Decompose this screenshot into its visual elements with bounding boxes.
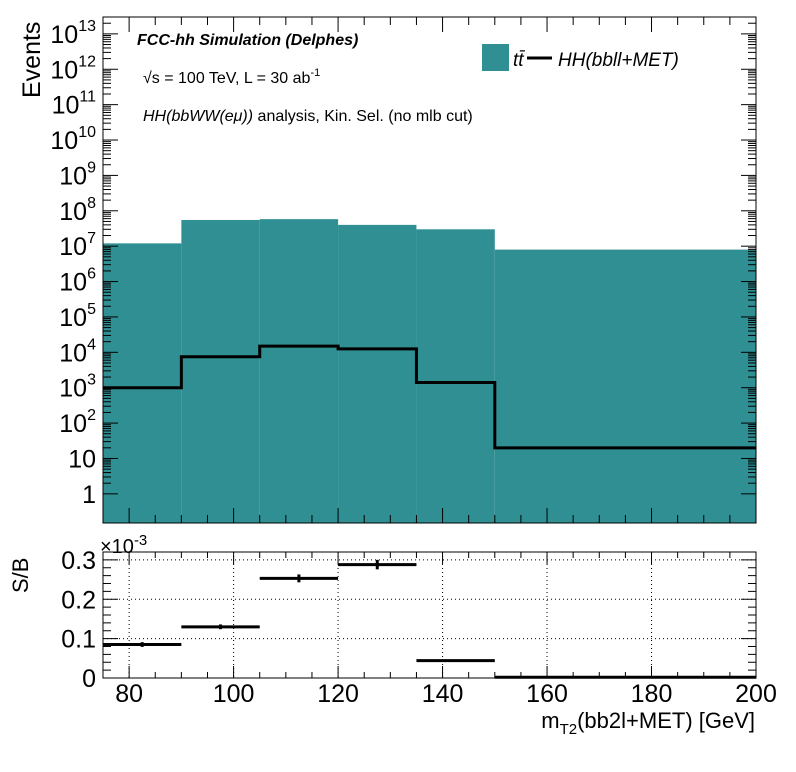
y-tick-base: 10: [59, 304, 87, 332]
background-bar: [494, 249, 756, 523]
y-tick-label: 10: [68, 445, 96, 473]
y-tick-label: 105: [59, 301, 96, 332]
y-tick-base: 10: [59, 198, 87, 226]
background-histogram: [103, 219, 756, 523]
x-axis-label-main: m: [541, 708, 559, 733]
x-axis-label-rest: (bb2l+MET) [GeV]: [577, 708, 755, 733]
energy-lumi-exponent: -1: [310, 67, 320, 79]
y-tick-base: 10: [50, 127, 78, 155]
y-tick-label: 106: [59, 266, 96, 297]
lower-y-tick-label: 0: [82, 665, 96, 693]
x-tick-label: 120: [317, 680, 359, 708]
y-tick-exponent: 4: [87, 336, 96, 353]
upper-plot-frame: [102, 16, 757, 524]
multiplier-exponent: -3: [134, 532, 147, 549]
y-tick-exponent: 7: [87, 230, 96, 247]
y-tick-label: 1: [82, 481, 96, 509]
y-tick-label: 1013: [50, 18, 96, 49]
lower-y-tick-label: 0.3: [61, 547, 96, 575]
x-tick-label: 140: [422, 680, 464, 708]
y-tick-base: 10: [59, 233, 87, 261]
y-tick-base: 10: [50, 21, 78, 49]
y-tick-label: 107: [59, 230, 96, 261]
y-tick-exponent: 3: [87, 372, 96, 389]
y-tick-base: 1: [82, 481, 96, 509]
x-tick-label: 200: [735, 680, 777, 708]
y-tick-base: 10: [59, 410, 87, 438]
x-tick-label: 160: [526, 680, 568, 708]
x-axis-label: mT2(bb2l+MET) [GeV]: [541, 708, 755, 738]
lower-panel: 0 0.1 0.2 0.3 80 100 120 140 160 180 200 S/B ×10-…: [8, 532, 777, 738]
y-tick-base: 10: [68, 445, 96, 473]
upper-y-axis-ticks: 1101021031041051061071081091010101110121…: [50, 16, 756, 509]
x-tick-label: 80: [115, 680, 143, 708]
y-tick-exponent: 8: [87, 195, 96, 212]
background-bar: [259, 219, 339, 523]
y-tick-label: 104: [59, 336, 96, 367]
y-tick-label: 1011: [52, 89, 97, 120]
y-tick-base: 10: [59, 339, 87, 367]
y-tick-exponent: 11: [79, 89, 96, 106]
lower-y-axis-label: S/B: [8, 558, 33, 593]
background-bar: [103, 243, 182, 523]
background-bar: [181, 219, 260, 523]
upper-panel: 1101021031041051061071081091010101110121…: [18, 16, 757, 524]
lower-y-tick-label: 0.2: [61, 586, 96, 614]
energy-lumi-text: √s = 100 TeV, L = 30 ab: [143, 70, 311, 87]
y-tick-base: 10: [59, 375, 87, 403]
legend-ttbar-label: tt̄: [513, 50, 525, 71]
upper-x-axis-ticks: [102, 17, 757, 523]
upper-y-axis-label: Events: [18, 22, 46, 98]
lower-y-tick-label: 0.1: [61, 626, 96, 654]
y-tick-base: 10: [52, 92, 80, 120]
lower-plot-frame: [102, 551, 757, 679]
lower-y-multiplier: ×10-3: [100, 532, 147, 558]
y-tick-label: 103: [59, 372, 96, 403]
y-tick-label: 1012: [50, 53, 96, 84]
y-tick-exponent: 6: [87, 266, 96, 283]
y-tick-label: 1010: [50, 124, 96, 155]
lower-y-axis-ticks: 0 0.1 0.2 0.3: [61, 547, 756, 693]
y-tick-base: 10: [59, 269, 87, 297]
y-tick-exponent: 2: [87, 407, 96, 424]
lower-x-axis-ticks: 80 100 120 140 160 180 200: [102, 552, 777, 708]
y-tick-label: 109: [59, 159, 96, 190]
y-tick-base: 10: [50, 56, 78, 84]
y-tick-base: 10: [59, 162, 87, 190]
ratio-points: [103, 559, 756, 679]
analysis-label-italic: HH(bbWW(eμ)): [143, 108, 253, 125]
y-tick-exponent: 5: [87, 301, 96, 318]
lower-grid: [103, 552, 756, 678]
legend: tt̄ HH(bbll+MET): [482, 44, 679, 71]
x-axis-label-sub: T2: [560, 721, 578, 738]
energy-lumi-label: √s = 100 TeV, L = 30 ab-1: [143, 67, 320, 87]
analysis-label: HH(bbWW(eμ)) analysis, Kin. Sel. (no mlb…: [143, 108, 473, 125]
y-tick-label: 102: [59, 407, 96, 438]
experiment-label: FCC-hh Simulation (Delphes): [137, 32, 358, 49]
legend-signal-label: HH(bbll+MET): [558, 50, 679, 71]
y-tick-exponent: 9: [87, 159, 96, 176]
analysis-label-rest: analysis, Kin. Sel. (no mlb cut): [253, 108, 473, 125]
multiplier-base: ×10: [100, 536, 134, 558]
x-tick-label: 180: [631, 680, 673, 708]
background-bar: [338, 224, 417, 523]
background-bar: [416, 229, 495, 523]
y-tick-exponent: 13: [78, 18, 96, 35]
signal-histogram-line: [103, 344, 756, 450]
y-tick-label: 108: [59, 195, 96, 226]
y-tick-exponent: 10: [78, 124, 96, 141]
y-tick-exponent: 12: [78, 53, 96, 70]
legend-ttbar-swatch: [482, 44, 509, 71]
x-tick-label: 100: [213, 680, 255, 708]
